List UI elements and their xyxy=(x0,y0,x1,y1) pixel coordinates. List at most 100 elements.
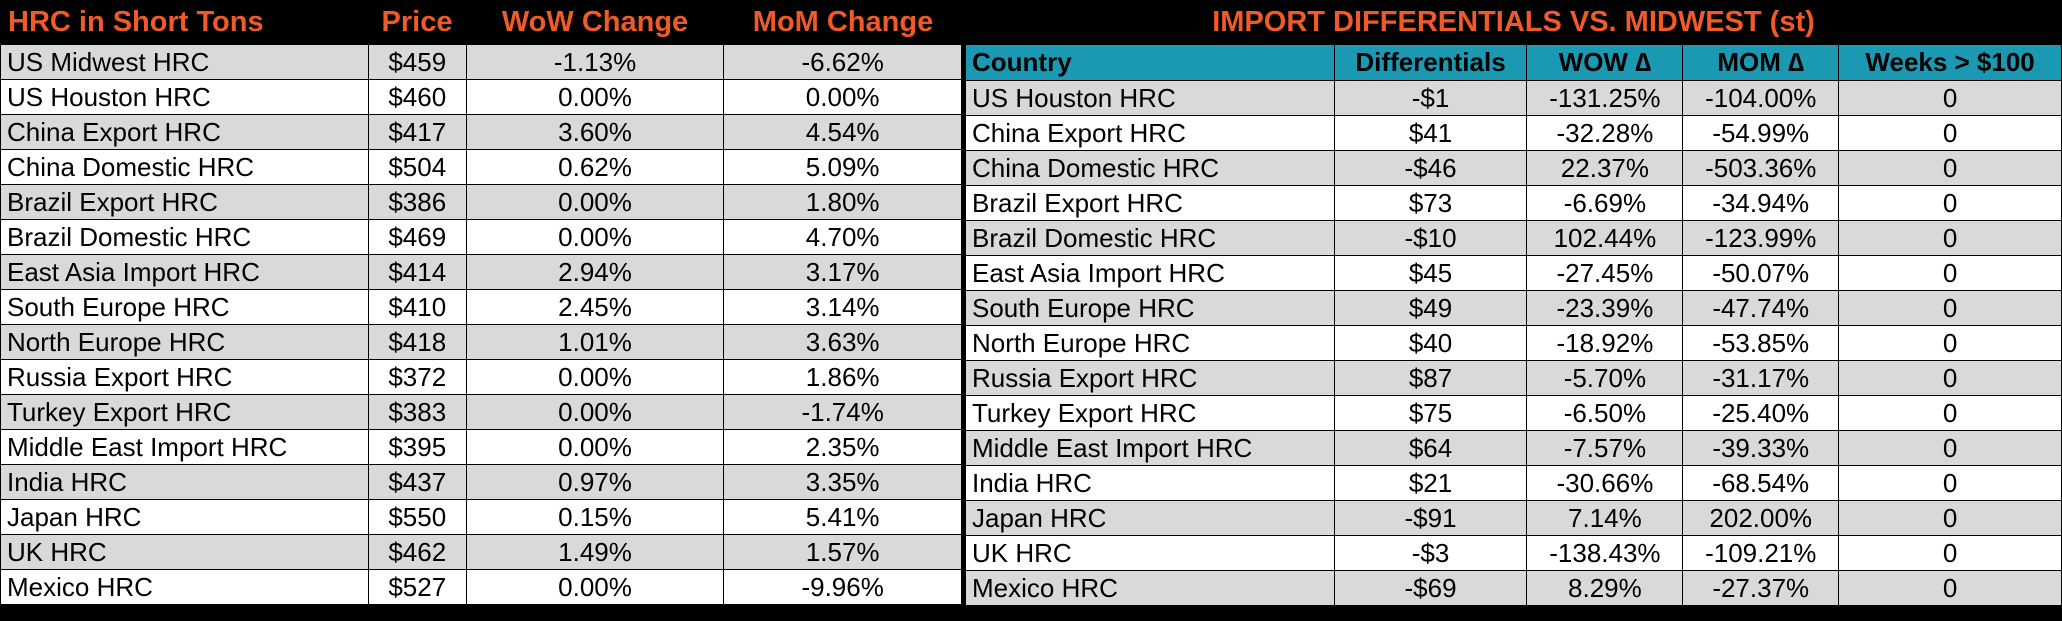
row-mom-change: 3.63% xyxy=(723,324,962,360)
row-weeks-over-100: 0 xyxy=(1838,255,2062,291)
row-wow-delta: -32.28% xyxy=(1526,115,1684,151)
row-name: China Export HRC xyxy=(0,114,369,150)
row-wow-delta: -7.57% xyxy=(1526,430,1684,466)
row-wow-change: 0.00% xyxy=(465,394,725,430)
row-weeks-over-100: 0 xyxy=(1838,290,2062,326)
import-differentials-panel: IMPORT DIFFERENTIALS VS. MIDWEST (st) Co… xyxy=(965,0,2062,606)
table-row: UK HRC $462 1.49% 1.57% xyxy=(0,534,962,570)
row-wow-change: 0.62% xyxy=(465,149,725,185)
column-title-price: Price xyxy=(381,5,453,38)
table-row: UK HRC -$3 -138.43% -109.21% 0 xyxy=(965,535,2062,571)
table-row: North Europe HRC $418 1.01% 3.63% xyxy=(0,324,962,360)
row-weeks-over-100: 0 xyxy=(1838,150,2062,186)
row-wow-delta: 8.29% xyxy=(1526,570,1684,606)
row-mom-change: 1.86% xyxy=(723,359,962,395)
row-country: US Houston HRC xyxy=(965,80,1335,116)
row-mom-change: 3.14% xyxy=(723,289,962,325)
table-row: Mexico HRC -$69 8.29% -27.37% 0 xyxy=(965,570,2062,606)
row-differential: $64 xyxy=(1333,430,1528,466)
row-mom-change: 4.70% xyxy=(723,219,962,255)
table-row: India HRC $437 0.97% 3.35% xyxy=(0,464,962,500)
row-name: Turkey Export HRC xyxy=(0,394,369,430)
row-country: China Export HRC xyxy=(965,115,1335,151)
row-mom-change: 0.00% xyxy=(723,79,962,115)
row-wow-change: 1.01% xyxy=(465,324,725,360)
table-row: Russia Export HRC $372 0.00% 1.86% xyxy=(0,359,962,395)
row-wow-delta: -18.92% xyxy=(1526,325,1684,361)
row-wow-change: 0.15% xyxy=(465,499,725,535)
row-mom-delta: -503.36% xyxy=(1682,150,1840,186)
row-country: China Domestic HRC xyxy=(965,150,1335,186)
hrc-prices-panel: HRC in Short Tons Price WoW Change MoM C… xyxy=(0,0,962,605)
row-wow-change: 0.00% xyxy=(465,359,725,395)
table-row: Brazil Domestic HRC -$10 102.44% -123.99% 0 xyxy=(965,220,2062,256)
row-mom-delta: -31.17% xyxy=(1682,360,1840,396)
row-wow-delta: -6.69% xyxy=(1526,185,1684,221)
row-wow-change: 2.94% xyxy=(465,254,725,290)
row-price: $410 xyxy=(367,289,467,325)
differentials-header-row: Country Differentials WOW ∆ MOM ∆ Weeks … xyxy=(965,44,2062,81)
header-weeks-over-100: Weeks > $100 xyxy=(1838,44,2062,81)
row-wow-delta: -23.39% xyxy=(1526,290,1684,326)
row-mom-change: -6.62% xyxy=(723,44,962,80)
table-row: India HRC $21 -30.66% -68.54% 0 xyxy=(965,465,2062,501)
row-price: $459 xyxy=(367,44,467,80)
hrc-prices-body: US Midwest HRC $459 -1.13% -6.62% US Houston… xyxy=(0,44,962,605)
row-weeks-over-100: 0 xyxy=(1838,430,2062,466)
row-mom-change: 2.35% xyxy=(723,429,962,465)
row-country: Turkey Export HRC xyxy=(965,395,1335,431)
row-mom-delta: -104.00% xyxy=(1682,80,1840,116)
row-wow-change: 0.97% xyxy=(465,464,725,500)
row-weeks-over-100: 0 xyxy=(1838,360,2062,396)
row-mom-change: -9.96% xyxy=(723,569,962,605)
row-weeks-over-100: 0 xyxy=(1838,395,2062,431)
row-wow-delta: -138.43% xyxy=(1526,535,1684,571)
row-weeks-over-100: 0 xyxy=(1838,465,2062,501)
row-wow-delta: -27.45% xyxy=(1526,255,1684,291)
row-weeks-over-100: 0 xyxy=(1838,80,2062,116)
header-country: Country xyxy=(965,44,1335,81)
row-wow-change: 3.60% xyxy=(465,114,725,150)
row-wow-delta: -5.70% xyxy=(1526,360,1684,396)
hrc-prices-header: HRC in Short Tons Price WoW Change MoM C… xyxy=(0,0,962,44)
row-wow-change: 0.00% xyxy=(465,569,725,605)
row-mom-change: 1.80% xyxy=(723,184,962,220)
row-name: Brazil Export HRC xyxy=(0,184,369,220)
row-weeks-over-100: 0 xyxy=(1838,220,2062,256)
table-row: US Houston HRC $460 0.00% 0.00% xyxy=(0,79,962,115)
row-differential: $45 xyxy=(1333,255,1528,291)
row-country: UK HRC xyxy=(965,535,1335,571)
row-name: Brazil Domestic HRC xyxy=(0,219,369,255)
row-name: North Europe HRC xyxy=(0,324,369,360)
row-weeks-over-100: 0 xyxy=(1838,115,2062,151)
row-price: $414 xyxy=(367,254,467,290)
row-name: South Europe HRC xyxy=(0,289,369,325)
row-name: China Domestic HRC xyxy=(0,149,369,185)
row-price: $418 xyxy=(367,324,467,360)
import-differentials-title: IMPORT DIFFERENTIALS VS. MIDWEST (st) xyxy=(1212,5,1815,38)
row-mom-delta: 202.00% xyxy=(1682,500,1840,536)
row-price: $550 xyxy=(367,499,467,535)
row-name: Middle East Import HRC xyxy=(0,429,369,465)
row-country: Japan HRC xyxy=(965,500,1335,536)
row-country: South Europe HRC xyxy=(965,290,1335,326)
row-weeks-over-100: 0 xyxy=(1838,500,2062,536)
table-row: South Europe HRC $49 -23.39% -47.74% 0 xyxy=(965,290,2062,326)
table-row: US Houston HRC -$1 -131.25% -104.00% 0 xyxy=(965,80,2062,116)
row-mom-delta: -47.74% xyxy=(1682,290,1840,326)
table-row: South Europe HRC $410 2.45% 3.14% xyxy=(0,289,962,325)
table-row: Japan HRC -$91 7.14% 202.00% 0 xyxy=(965,500,2062,536)
row-mom-delta: -25.40% xyxy=(1682,395,1840,431)
row-name: Mexico HRC xyxy=(0,569,369,605)
row-differential: $75 xyxy=(1333,395,1528,431)
row-mom-change: 3.35% xyxy=(723,464,962,500)
table-row: China Export HRC $41 -32.28% -54.99% 0 xyxy=(965,115,2062,151)
import-differentials-body: US Houston HRC -$1 -131.25% -104.00% 0 China … xyxy=(965,80,2062,606)
row-country: Middle East Import HRC xyxy=(965,430,1335,466)
row-country: Brazil Export HRC xyxy=(965,185,1335,221)
row-wow-change: 0.00% xyxy=(465,79,725,115)
column-title-wow: WoW Change xyxy=(501,5,689,38)
row-price: $386 xyxy=(367,184,467,220)
row-differential: -$46 xyxy=(1333,150,1528,186)
